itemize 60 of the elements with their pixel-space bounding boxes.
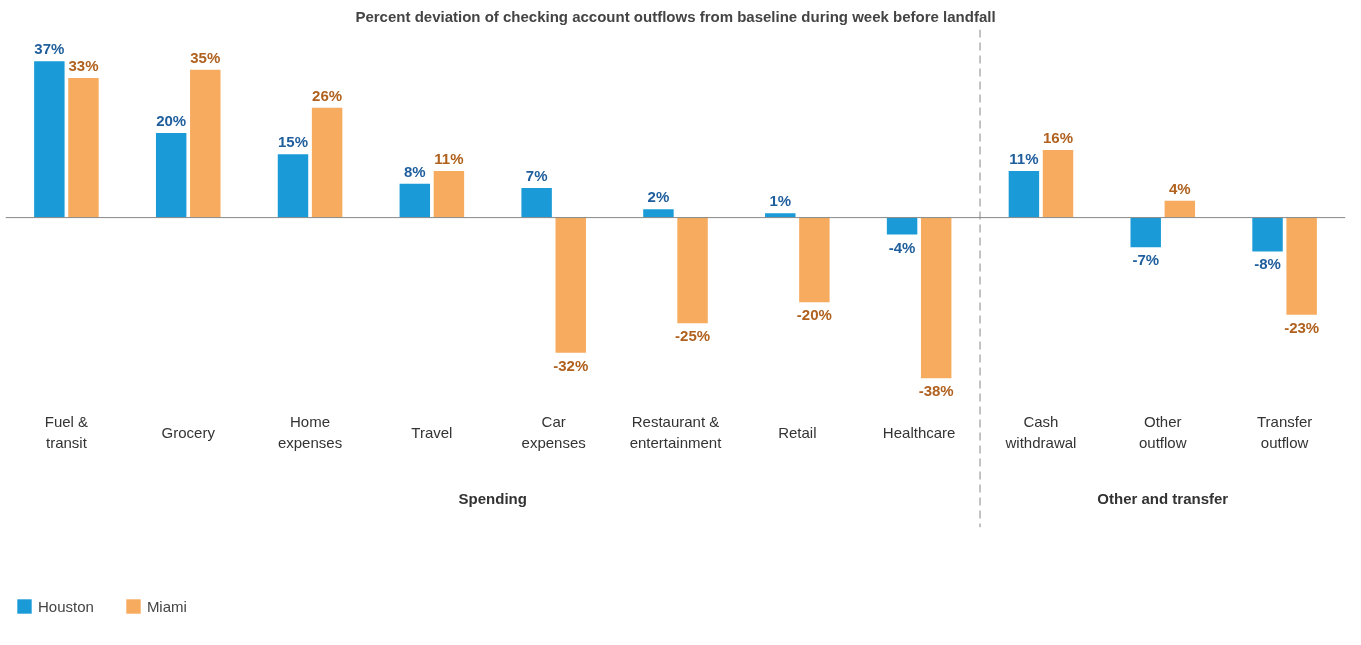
bar: [277, 154, 309, 218]
data-label: -23%: [1284, 318, 1320, 336]
bar: [677, 217, 708, 324]
bar: [1008, 171, 1040, 218]
bar: [799, 217, 830, 303]
bar: [433, 171, 465, 218]
bar: [190, 69, 221, 218]
x-tick-label: Retail: [778, 423, 817, 441]
bar: [311, 107, 343, 218]
data-label: 35%: [190, 48, 221, 66]
bar: [1042, 149, 1074, 218]
data-label: -8%: [1254, 255, 1281, 273]
bar: [1286, 217, 1317, 315]
data-label: -4%: [888, 238, 916, 256]
text: Other and transfer: [1097, 490, 1229, 508]
data-label: 8%: [403, 162, 426, 180]
x-tick-label: Restaurant & entertainment: [629, 413, 723, 451]
bar: [1252, 217, 1283, 252]
data-label: 26%: [312, 86, 343, 104]
data-label: -20%: [796, 306, 832, 324]
x-tick-label: Fuel & transit: [44, 413, 89, 451]
data-label: 7%: [525, 167, 548, 185]
data-label: 37%: [34, 40, 65, 58]
x-tick-label: Healthcare: [882, 423, 956, 441]
x-tick-label: Travel: [411, 423, 453, 441]
data-label: -25%: [675, 327, 711, 345]
x-tick-label: Grocery: [161, 423, 216, 441]
chart-title: Percent deviation of checking account outflows from baseline during week before landfall: [355, 7, 996, 25]
legend-label: Houston: [38, 597, 94, 615]
data-label: 2%: [647, 188, 670, 206]
data-label: -32%: [553, 356, 589, 374]
data-label: 11%: [1009, 150, 1039, 168]
x-tick-label: Cash withdrawal: [1004, 413, 1077, 451]
data-label: 16%: [1043, 128, 1074, 146]
data-label: 11%: [434, 150, 464, 168]
bar: [920, 217, 952, 379]
x-tick-label: Car expenses: [521, 413, 586, 451]
data-label: -38%: [918, 382, 954, 400]
bar: [1130, 217, 1161, 248]
data-label: 4%: [1168, 179, 1191, 197]
bar: [643, 209, 674, 218]
bar: [1164, 200, 1196, 218]
data-label: 15%: [277, 133, 309, 151]
bar: [886, 217, 918, 235]
text: Spending: [458, 490, 527, 508]
x-tick-label: Transfer outflow: [1256, 413, 1313, 451]
legend-label: Miami: [146, 597, 187, 615]
bar: [555, 217, 586, 353]
bar: [521, 188, 552, 218]
bar: [399, 183, 431, 218]
data-label: 33%: [68, 57, 99, 75]
data-label: -7%: [1132, 251, 1160, 269]
x-tick-label: Other outflow: [1139, 413, 1187, 451]
bar: [765, 213, 796, 218]
bar: [68, 78, 99, 218]
data-label: 20%: [156, 112, 187, 130]
bar: [34, 61, 65, 218]
data-label: 1%: [769, 192, 792, 210]
x-tick-label: Home expenses: [277, 413, 343, 451]
bar: [155, 133, 187, 218]
